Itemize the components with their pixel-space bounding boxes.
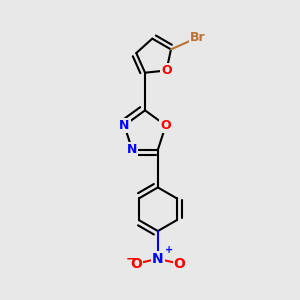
Text: Br: Br	[190, 31, 206, 44]
Text: +: +	[165, 245, 173, 255]
Text: N: N	[127, 143, 137, 156]
Text: O: O	[161, 64, 172, 77]
Text: O: O	[174, 257, 186, 271]
Text: N: N	[152, 252, 164, 266]
Text: −: −	[126, 253, 137, 266]
Text: O: O	[130, 257, 142, 271]
Text: N: N	[119, 119, 130, 132]
Text: O: O	[160, 119, 171, 132]
